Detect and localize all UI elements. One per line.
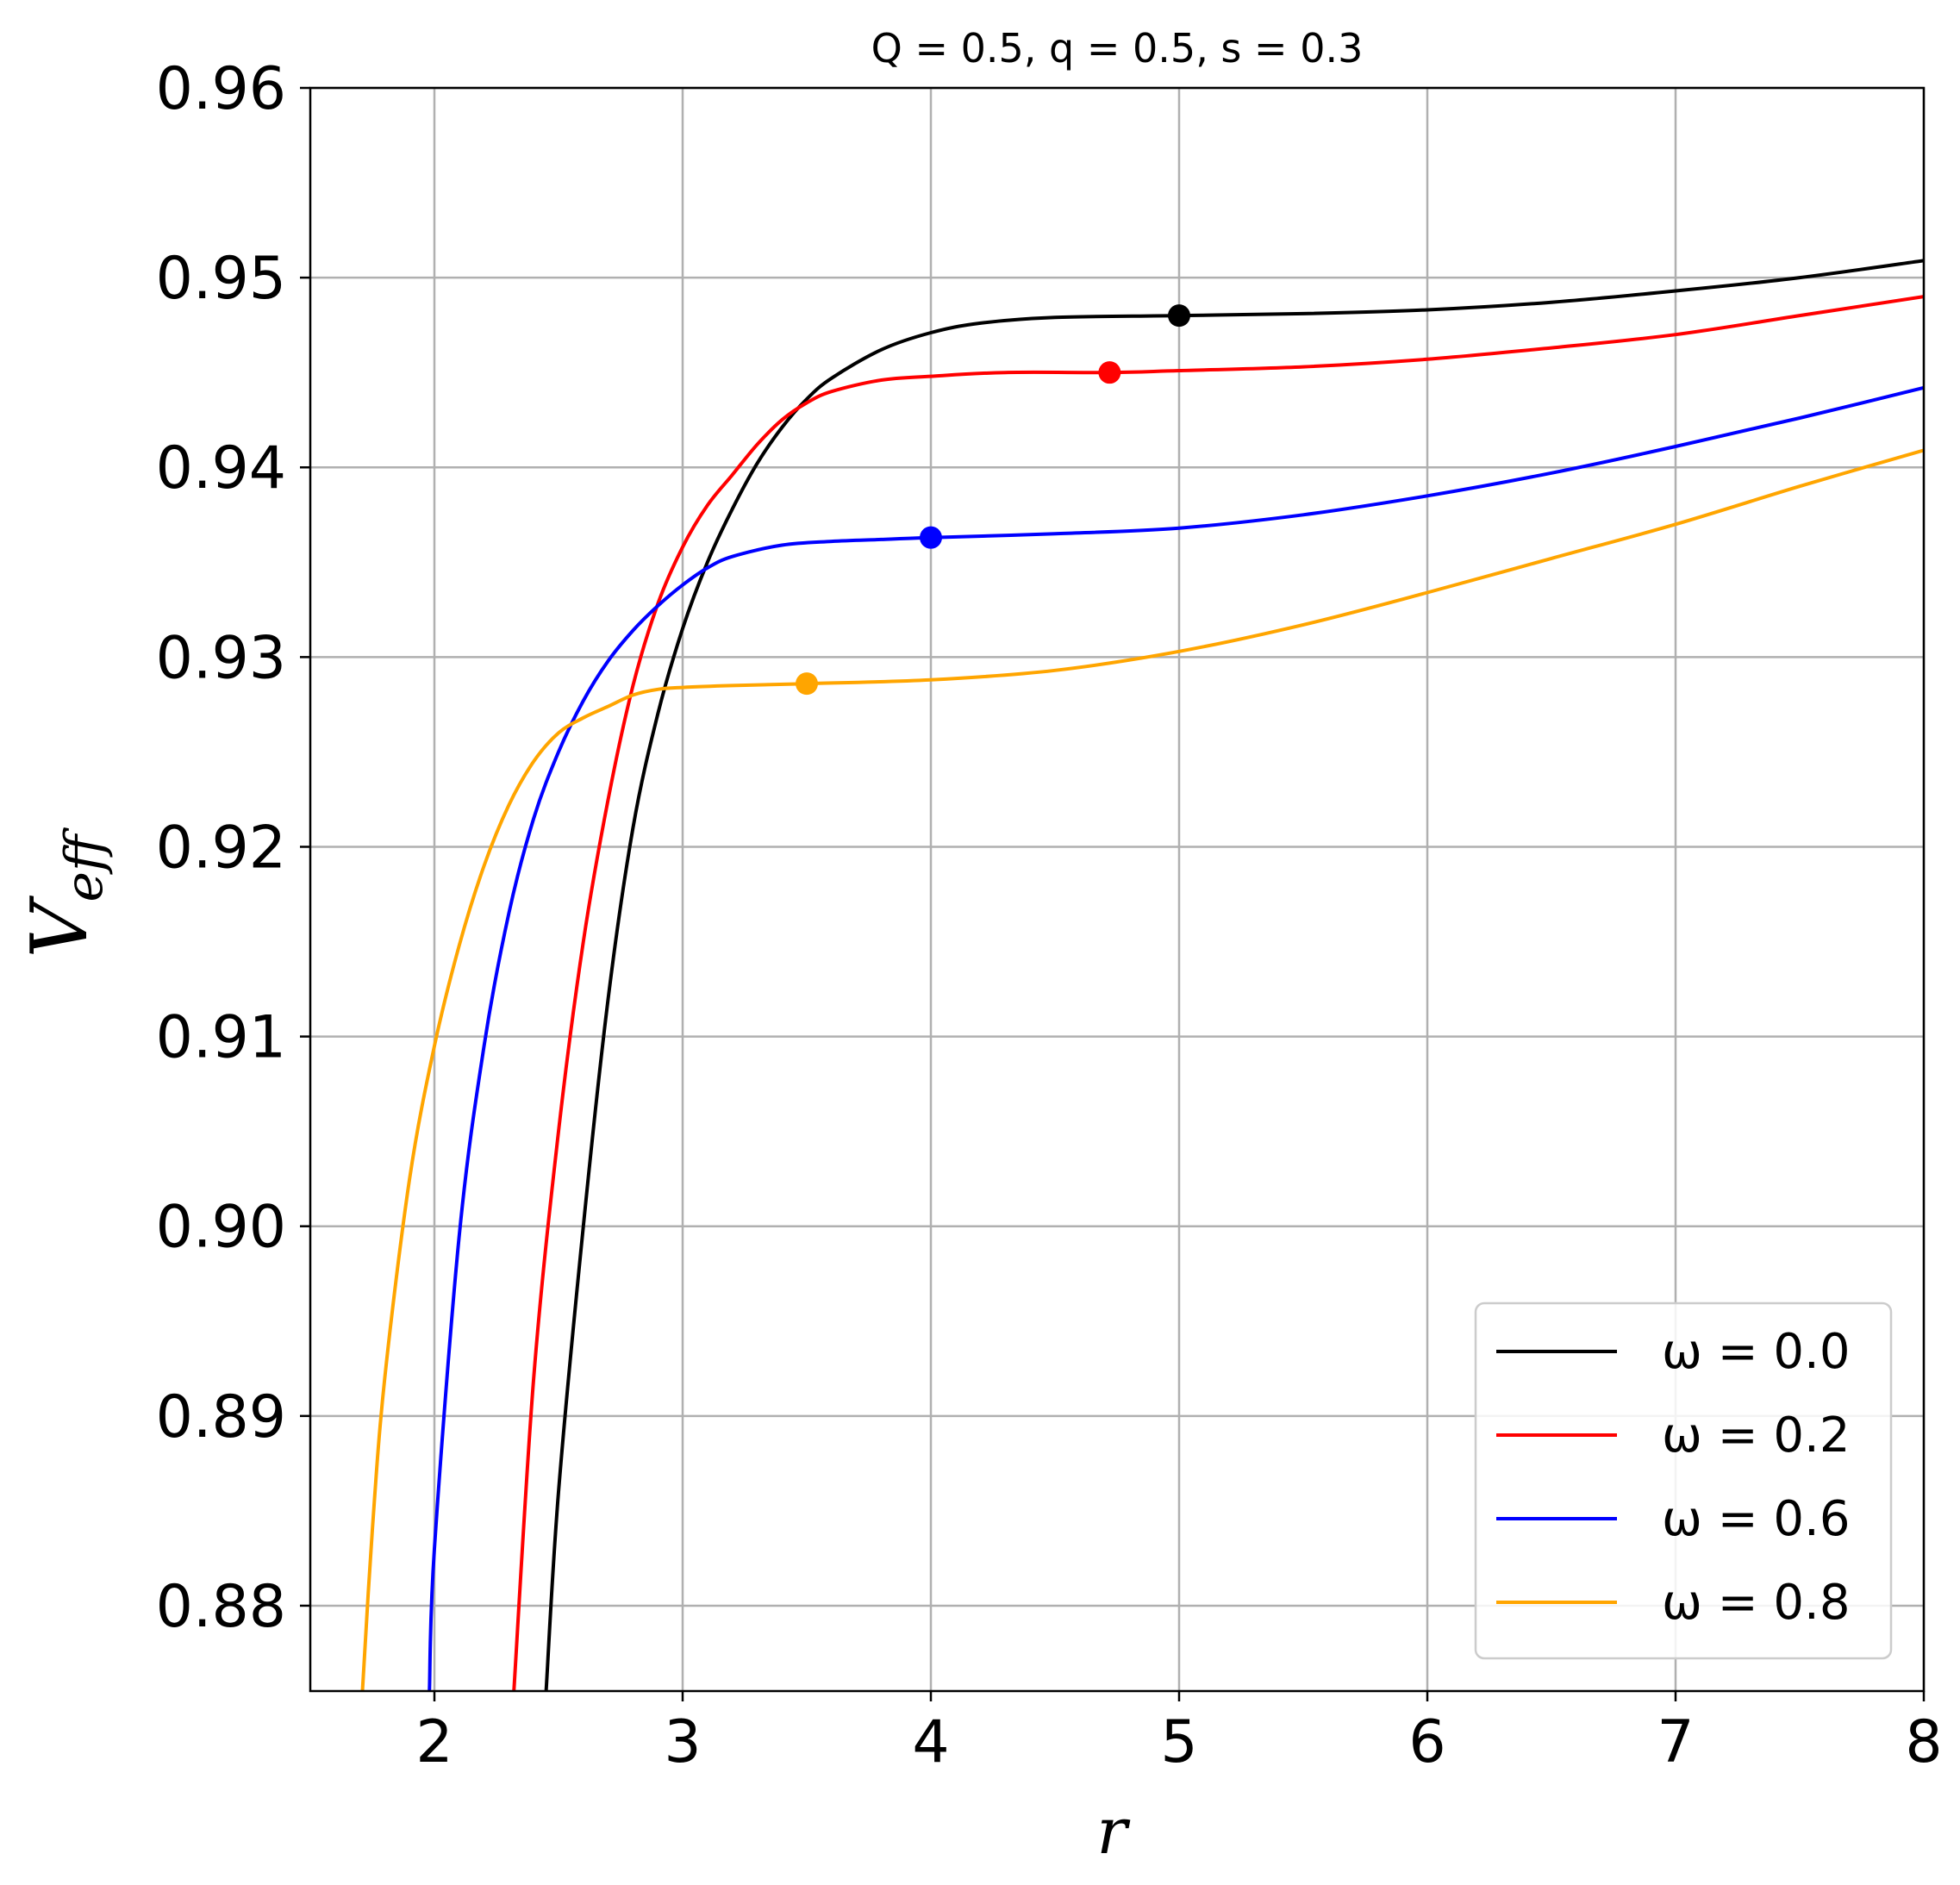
- plot-frame: [309, 86, 1926, 1693]
- y-tick-label: 0.94: [156, 434, 286, 502]
- y-axis-label-subscript: eff: [54, 827, 115, 902]
- legend: ω = 0.0 ω = 0.2 ω = 0.6 ω = 0.8: [1474, 1301, 1893, 1660]
- series-line-2: [428, 385, 1924, 1691]
- legend-label-1: ω = 0.2: [1662, 1408, 1850, 1464]
- x-tick-label: 2: [415, 1708, 453, 1776]
- x-axis-label: r: [1096, 1794, 1131, 1869]
- x-tick-label: 6: [1408, 1708, 1445, 1776]
- x-tick-label: 4: [912, 1708, 949, 1776]
- ticks: 2 3 4 5 6 7 8 0.88 0.89 0.90 0.91 0.92 0.93 0.94 0.95 0…: [156, 55, 1943, 1776]
- legend-label-2: ω = 0.6: [1662, 1491, 1850, 1547]
- series-line-3: [360, 448, 1924, 1691]
- y-tick-label: 0.91: [156, 1004, 286, 1072]
- x-tick-label: 5: [1160, 1708, 1197, 1776]
- series-line-1: [512, 295, 1924, 1691]
- y-tick-label: 0.88: [156, 1573, 286, 1641]
- y-tick-label: 0.93: [156, 624, 286, 692]
- legend-label-0: ω = 0.0: [1662, 1324, 1850, 1380]
- series-line-0: [544, 259, 1924, 1691]
- y-axis-label: Veff: [15, 827, 115, 958]
- y-tick-label: 0.90: [156, 1194, 286, 1262]
- y-tick-label: 0.95: [156, 245, 286, 313]
- x-tick-label: 3: [664, 1708, 701, 1776]
- critical-point-marker-3: [796, 672, 818, 696]
- y-tick-label: 0.96: [156, 55, 286, 123]
- y-axis-label-main: V: [15, 896, 105, 958]
- x-tick-label: 7: [1657, 1708, 1694, 1776]
- chart-title: Q = 0.5, q = 0.5, s = 0.3: [871, 25, 1364, 72]
- grid: [310, 86, 1926, 1691]
- y-tick-label: 0.92: [156, 814, 286, 882]
- legend-box: [1474, 1301, 1893, 1660]
- series-layer: [360, 259, 1924, 1691]
- critical-point-marker-1: [1098, 361, 1121, 384]
- critical-point-marker-2: [920, 526, 942, 549]
- x-tick-label: 8: [1905, 1708, 1942, 1776]
- legend-label-3: ω = 0.8: [1662, 1575, 1850, 1631]
- y-tick-label: 0.89: [156, 1383, 286, 1451]
- critical-point-marker-0: [1168, 304, 1190, 328]
- marker-layer: [796, 304, 1190, 696]
